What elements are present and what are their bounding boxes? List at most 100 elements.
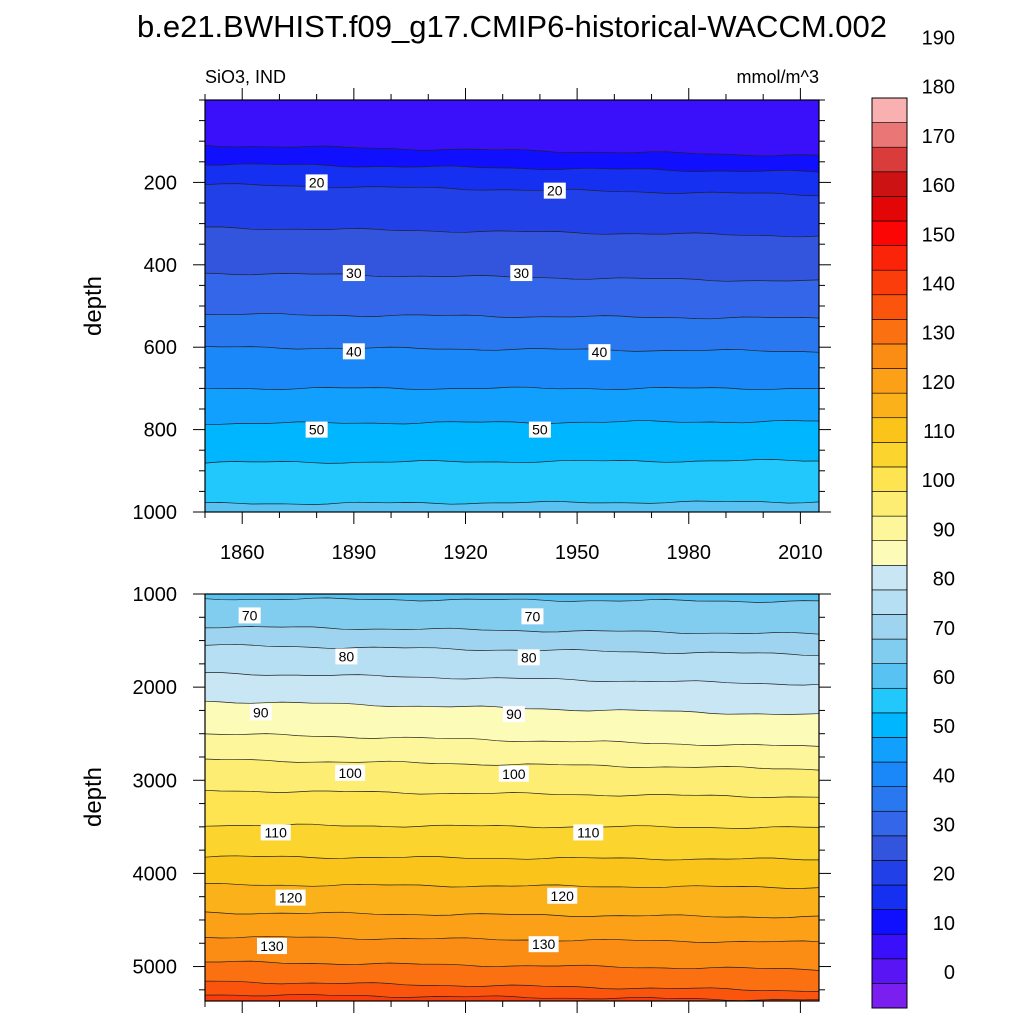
colorbar-tick-label: 90 <box>933 519 955 541</box>
lower-y-tick-label: 5000 <box>133 957 178 979</box>
upper-band-15 <box>205 163 819 196</box>
lower-contour-label: 90 <box>506 706 522 722</box>
upper-x-tick-label: 1950 <box>555 542 600 564</box>
colorbar-swatch <box>871 269 908 296</box>
lower-band-105 <box>205 824 819 860</box>
upper-axis-ticks: 200 400 600 800 1000 1860 1890 1920 1950 1980 2010 <box>133 88 831 564</box>
lower-contour-label-bg <box>521 608 544 625</box>
upper-band-30 <box>205 273 819 319</box>
upper-contour-line-25 <box>205 226 819 238</box>
upper-x-tick-label: 2010 <box>778 542 823 564</box>
colorbar-tick-label: 120 <box>922 372 955 394</box>
colorbar-swatch <box>871 491 908 517</box>
upper-contour-line-10 <box>205 144 819 157</box>
colorbar-tick-label: 70 <box>933 618 955 640</box>
lower-contour-label: 100 <box>338 765 362 781</box>
colorbar-swatch <box>871 786 908 812</box>
colorbar-tick-label: 180 <box>922 77 955 99</box>
colorbar-swatch <box>871 442 908 468</box>
colorbar-swatch <box>871 810 908 837</box>
colorbar-swatch <box>871 220 908 246</box>
upper-x-tick-label: 1980 <box>667 542 712 564</box>
figure-title: b.e21.BWHIST.f09_g17.CMIP6-historical-WA… <box>137 9 887 44</box>
upper-contour-lines <box>205 144 819 505</box>
lower-y-axis-label: depth <box>80 767 107 827</box>
colorbar-tick-label: 190 <box>922 28 955 50</box>
colorbar-swatch <box>871 97 908 123</box>
lower-contour-label-bg <box>528 936 559 953</box>
colorbar-swatch <box>871 392 908 419</box>
lower-band-110 <box>205 855 819 889</box>
colorbar-swatch <box>871 589 908 615</box>
lower-panel: 70 70 80 80 90 90 100 100 110 110 120 120 130 130 100… <box>80 584 831 1013</box>
colorbar-swatch <box>871 368 908 394</box>
lower-band-135 <box>205 981 819 1001</box>
lower-contour-line-135 <box>205 980 819 992</box>
units-label: mmol/m^3 <box>737 67 819 87</box>
colorbar-swatch <box>871 663 908 689</box>
lower-contour-line-105 <box>205 823 819 829</box>
colorbar-tick-label: 50 <box>933 716 955 738</box>
lower-band-115 <box>205 883 819 918</box>
lower-contour-label-bg <box>335 648 358 665</box>
colorbar-tick-label: 80 <box>933 569 955 591</box>
colorbar-swatch <box>871 909 908 935</box>
upper-band-20 <box>205 183 819 237</box>
colorbar-tick-label: 130 <box>922 323 955 345</box>
lower-y-tick-label: 1000 <box>133 584 178 606</box>
upper-y-tick-label: 800 <box>144 420 177 442</box>
upper-y-tick-label: 200 <box>144 172 177 194</box>
colorbar-swatch <box>871 884 908 910</box>
lower-contour-label-bg <box>238 607 261 624</box>
colorbar-swatch <box>871 933 908 960</box>
colorbar: 0 10 20 30 40 50 60 70 80 90 100 110 120 130 140 150 160… <box>871 28 955 1009</box>
upper-y-tick-label: 600 <box>144 337 177 359</box>
upper-contour-label-bg <box>305 421 328 438</box>
lower-contour-label: 70 <box>525 608 541 624</box>
colorbar-tick-label: 0 <box>944 962 955 984</box>
lower-axis-ticks: 1000 2000 3000 4000 5000 <box>133 584 831 1013</box>
colorbar-swatch <box>871 638 908 664</box>
lower-contour-line-125 <box>205 935 819 943</box>
variable-label: SiO3, IND <box>205 67 286 87</box>
upper-contour-label: 50 <box>532 422 548 438</box>
colorbar-tick-label: 140 <box>922 273 955 295</box>
lower-contour-line-75 <box>205 643 819 657</box>
colorbar-tick-label: 60 <box>933 667 955 689</box>
lower-contour-label-bg <box>256 938 287 955</box>
upper-contour-fills <box>205 100 819 512</box>
upper-contour-line-55 <box>205 459 819 464</box>
colorbar-swatch <box>871 122 908 148</box>
lower-contour-line-95 <box>205 758 819 771</box>
colorbar-swatch <box>871 860 908 886</box>
upper-contour-line-40 <box>205 346 819 353</box>
upper-band-35 <box>205 313 819 353</box>
upper-contour-label-bg <box>588 344 611 361</box>
upper-band-60 <box>205 501 819 512</box>
colorbar-frame <box>871 97 908 1009</box>
lower-contour-label: 130 <box>532 936 556 952</box>
lower-contour-label-bg <box>517 649 540 666</box>
lower-contour-label-bg <box>502 706 525 723</box>
upper-contour-label-bg <box>342 343 365 360</box>
colorbar-tick-label: 10 <box>933 913 955 935</box>
lower-contour-label-bg <box>573 824 604 841</box>
upper-contour-label: 30 <box>346 265 362 281</box>
upper-x-tick-label: 1890 <box>332 542 377 564</box>
lower-contour-line-130 <box>205 960 819 971</box>
colorbar-swatch <box>871 466 908 492</box>
colorbar-tick-label: 20 <box>933 864 955 886</box>
lower-band-100 <box>205 790 819 829</box>
colorbar-swatch <box>871 761 908 787</box>
lower-contour-line-110 <box>205 855 819 861</box>
lower-contour-label-bg <box>547 887 578 904</box>
colorbar-tick-label: 170 <box>922 126 955 148</box>
lower-band-65 <box>205 597 819 635</box>
lower-contour-lines <box>205 597 819 1001</box>
lower-contour-fills <box>205 594 819 1001</box>
upper-contour-label: 50 <box>309 422 325 438</box>
upper-contour-line-45 <box>205 386 819 391</box>
lower-contour-label: 110 <box>577 824 600 840</box>
colorbar-swatch <box>871 515 908 542</box>
colorbar-tick-label: 160 <box>922 175 955 197</box>
